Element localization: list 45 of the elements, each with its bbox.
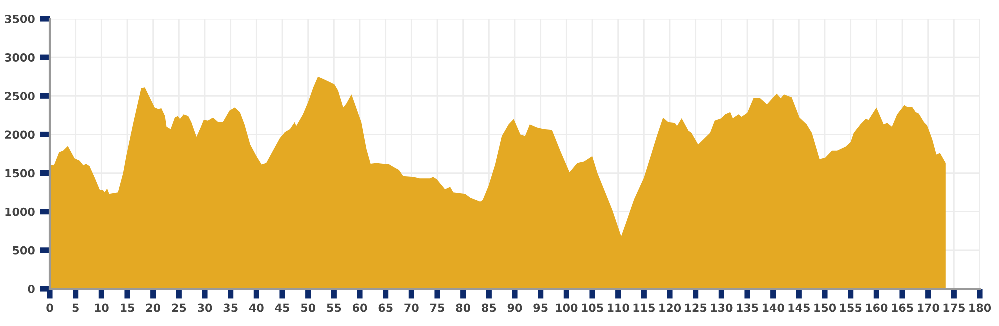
x-tick-label: 170 [918,304,940,312]
x-tick-label: 130 [711,304,733,312]
x-tick-label: 135 [737,304,758,312]
x-tick-label: 80 [456,304,471,312]
x-tick-label: 65 [378,304,393,312]
x-tick-label: 75 [430,304,444,312]
x-tick-label: 95 [534,304,548,312]
x-tick-label: 5 [72,304,79,312]
x-tick-label: 180 [970,304,992,312]
x-tick-label: 70 [404,304,419,312]
x-tick-label: 160 [866,304,888,312]
x-tick-label: 0 [46,304,54,312]
x-tick-label: 45 [275,304,290,312]
x-tick-label: 10 [95,304,109,312]
x-tick-label: 85 [482,304,496,312]
x-tick-label: 145 [788,304,810,312]
x-tick-label: 30 [198,304,212,312]
y-tick-label: 3500 [5,14,35,24]
x-tick-label: 25 [172,304,186,312]
y-tick-label: 1000 [6,208,35,216]
y-tick-label: 3000 [5,54,35,62]
x-tick-label: 115 [634,304,655,312]
x-tick-label: 35 [224,304,238,312]
y-tick-label: 500 [13,246,35,255]
x-tick-label: 55 [327,304,342,312]
y-tick-label: 1500 [6,169,35,178]
x-tick-label: 175 [944,304,965,312]
x-tick-label: 155 [840,304,862,312]
x-tick-label: 90 [508,304,522,312]
x-tick-label: 60 [352,304,368,312]
x-tick-label: 125 [685,304,707,312]
x-tick-label: 140 [762,304,784,312]
y-tick-label: 2500 [5,92,35,101]
x-tick-label: 105 [582,304,604,312]
x-tick-label: 165 [892,304,914,312]
y-tick-label: 0 [28,284,35,294]
x-tick-label: 110 [608,304,630,312]
x-tick-label: 15 [121,304,134,312]
x-tick-label: 40 [249,304,264,312]
x-tick-label: 150 [814,304,836,312]
y-tick-label: 2000 [5,130,35,140]
x-tick-label: 120 [660,304,682,312]
x-tick-label: 100 [556,304,578,312]
x-tick-label: 50 [301,304,316,312]
x-tick-label: 20 [146,304,161,312]
